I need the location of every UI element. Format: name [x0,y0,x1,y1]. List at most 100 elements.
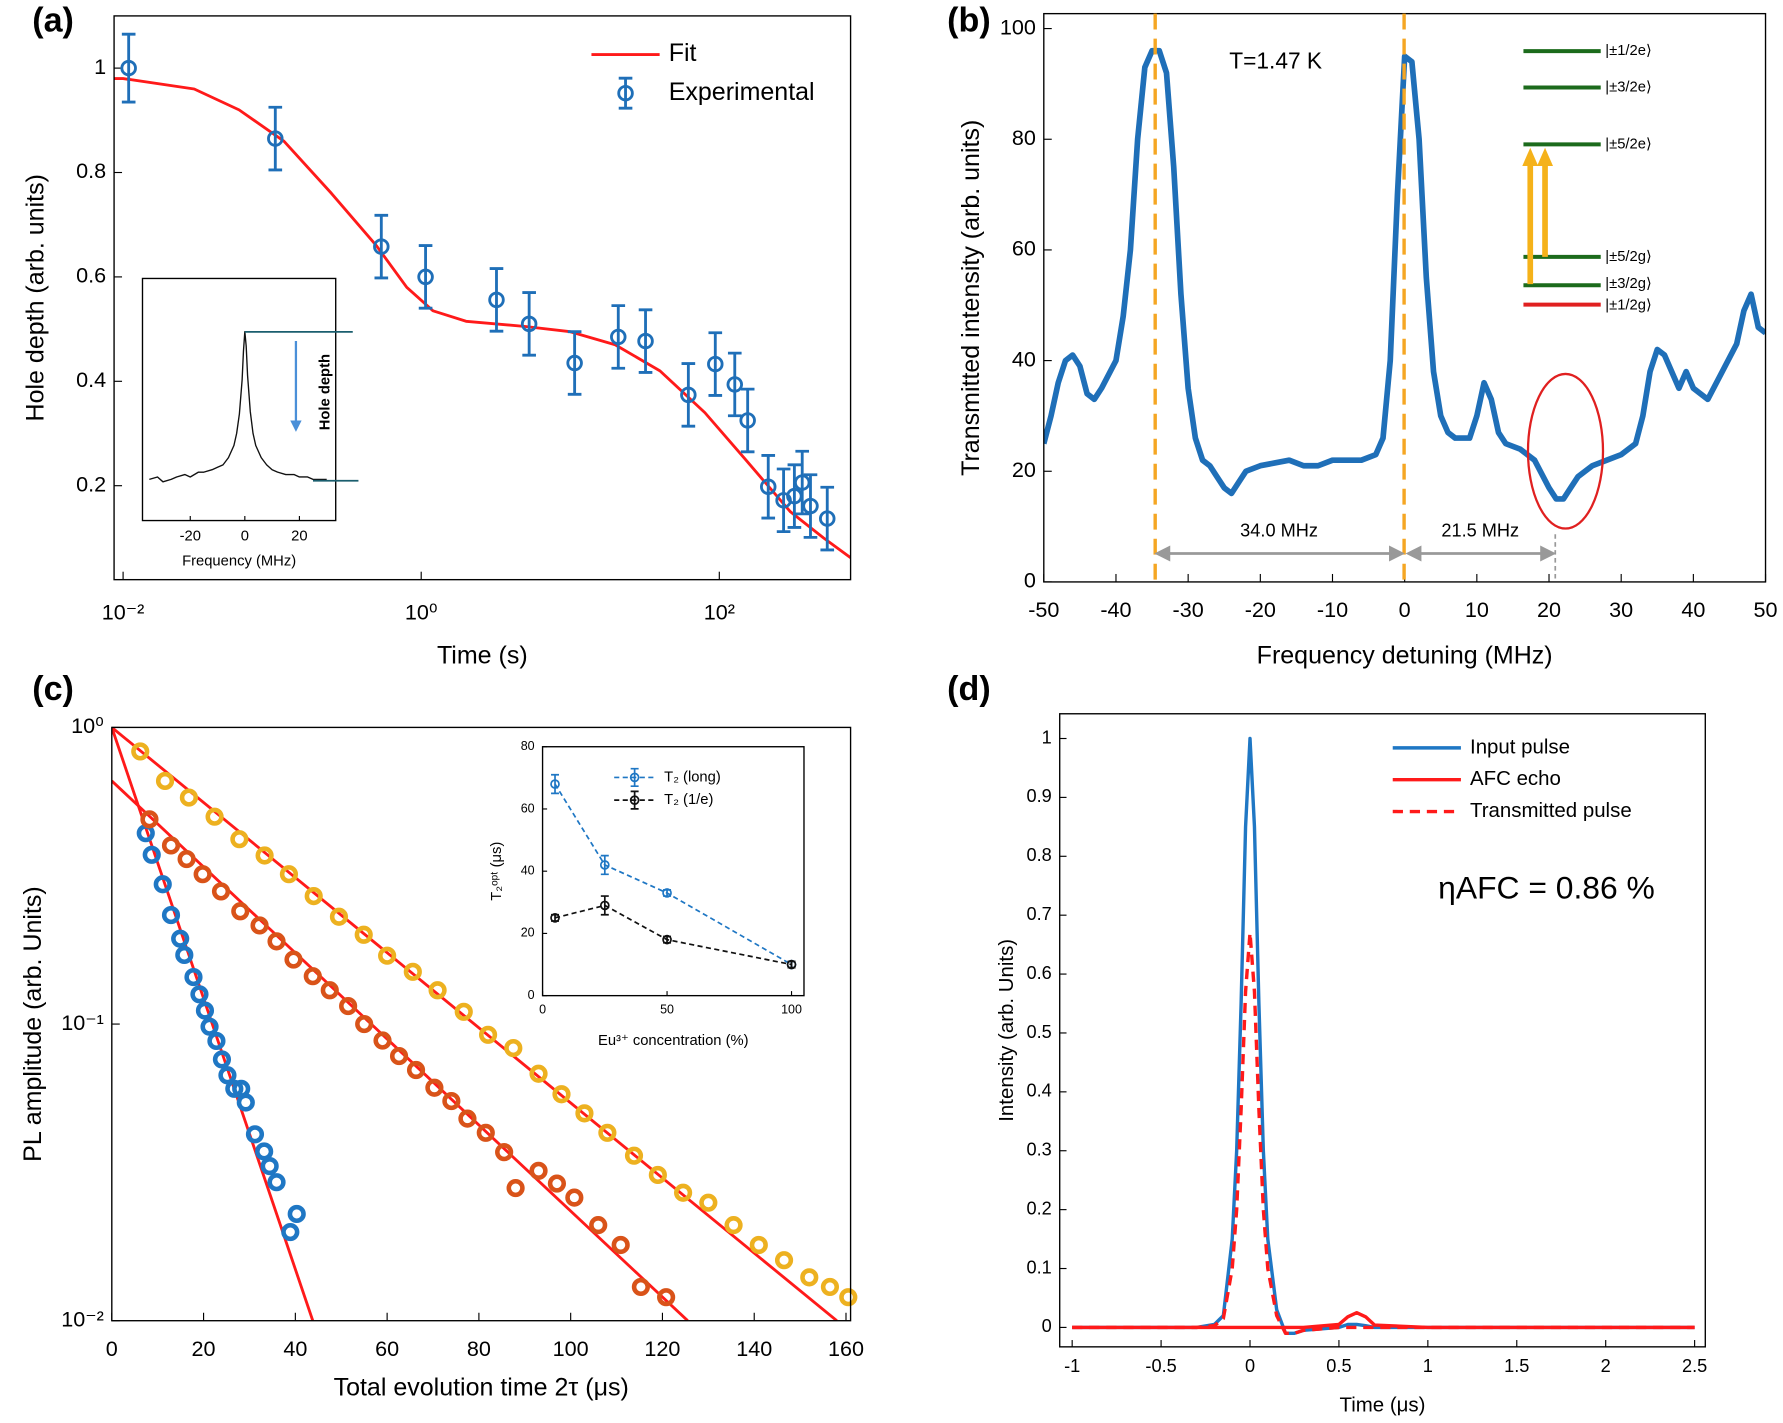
data-point [760,478,777,495]
y-tick-label: 0.6 [76,263,106,288]
y-tick-label: 10⁻² [61,1306,104,1331]
data-point [575,1104,594,1123]
chart-panel: (d) -1 -0.5 0 0.5 1 1.5 2 2.5 0 0.1 0.2 0.3 0.4 0.5 0.6… [947,670,1707,1416]
data-point [547,1174,567,1193]
error-bar [600,854,609,876]
data-point [140,810,159,829]
data-point [598,1123,617,1142]
y-tick-label: 10⁻¹ [61,1010,104,1035]
x-axis-label: Total evolution time 2τ (μs) [334,1374,629,1402]
data-point [161,836,181,855]
data-point [662,888,672,898]
data-point [529,1161,548,1180]
axes-frame [113,15,852,581]
annotation: Hole depth [317,354,333,430]
data-point [631,1277,650,1296]
x-axis-label: Frequency (MHz) [182,553,296,569]
series-line [1072,931,1695,1336]
y-axis-label: Intensity (arb. Units) [995,939,1018,1122]
data-point [802,497,819,515]
energy-levels [1522,49,1601,307]
x-tick-label: 1.5 [1504,1356,1529,1376]
plot-area [1059,713,1706,1347]
data-point [193,865,212,884]
data-point [225,1079,244,1098]
error-bar [611,304,626,370]
data-point [175,945,194,965]
data-point [245,1125,265,1144]
data-point [506,1178,525,1198]
data-point [800,1268,819,1287]
legend-marker [617,84,634,102]
x-axis-label: Frequency detuning (MHz) [1257,642,1553,670]
y-tick-label: 0.5 [1026,1022,1051,1042]
decorations [1153,13,1605,582]
x-axis-label: Eu³⁺ concentration (%) [598,1033,749,1049]
data-point [267,932,286,951]
x-tick-label: 0 [1399,597,1411,622]
chart-panel: (b) -50 -40 -30 -20 -10 0 10 20 30 40 50 0 20 40 60 80 10… [947,2,1777,670]
data-point [267,130,284,147]
data-point [726,376,744,393]
data-point [476,1123,495,1142]
data-point [177,849,196,869]
data-point [211,882,231,901]
x-tick-label: 30 [1609,597,1633,622]
y-tick-label: 40 [1012,346,1036,371]
x-axis-label: Time (μs) [1340,1393,1426,1416]
arrow-head [1405,545,1422,562]
annotation: 34.0 MHz [1240,521,1318,541]
y-tick-label: 0 [1024,568,1036,593]
y-tick-label: 80 [521,739,535,753]
span-arrows [1154,545,1557,562]
data-point [458,1109,477,1128]
data-point [304,887,323,906]
data-point [255,1142,274,1161]
chart-panel: -20 0 20 Frequency (MHz) Hole depth [141,277,359,569]
y-tick-label: 0.6 [1026,963,1051,983]
data-point [786,959,797,970]
error-bar [795,449,810,516]
y-tick-label: 0.2 [76,471,106,496]
data-point [610,328,627,346]
data-point [662,934,672,945]
error-bar [776,467,791,534]
annotation: 21.5 MHz [1441,521,1519,541]
data-point [599,860,610,870]
x-tick-label: 50 [660,1003,674,1017]
data-point [250,916,269,935]
x-tick-label: -20 [180,528,201,544]
data-point [207,1031,226,1051]
data-point [255,846,274,865]
error-bar [418,244,433,310]
annotation: |±5/2g⟩ [1605,249,1651,265]
y-tick-label: 0.8 [76,158,106,183]
data-point [749,1235,768,1255]
arrow-head [1540,545,1557,562]
error-bar [681,362,696,428]
data-point [373,238,390,255]
data-point [161,905,181,925]
data-point [839,1288,858,1307]
annotation: ηAFC = 0.86 % [1438,869,1655,905]
data-point [611,1235,630,1255]
data-point [339,996,358,1016]
data-point [195,1001,215,1020]
data-point [403,962,422,981]
plot-area [142,278,336,521]
data-point [205,807,224,826]
x-tick-label: 1 [1423,1356,1433,1376]
axes-frame [541,746,805,997]
highlight [1526,372,1605,530]
data-point [648,1165,667,1185]
x-tick-label: -10 [1317,597,1348,622]
x-tick-label: -20 [1245,597,1276,622]
data-point [495,1143,514,1162]
data-point [153,875,172,894]
x-tick-label: 160 [828,1336,864,1361]
data-point [378,946,397,965]
chart-panel: 0 50 100 0 20 40 60 80 Eu³⁺ concentration (%) T₂ᵒ… [489,739,805,1049]
x-tick-label: 20 [291,528,307,544]
x-tick-label: 10² [704,599,735,624]
error-bar [374,213,389,280]
